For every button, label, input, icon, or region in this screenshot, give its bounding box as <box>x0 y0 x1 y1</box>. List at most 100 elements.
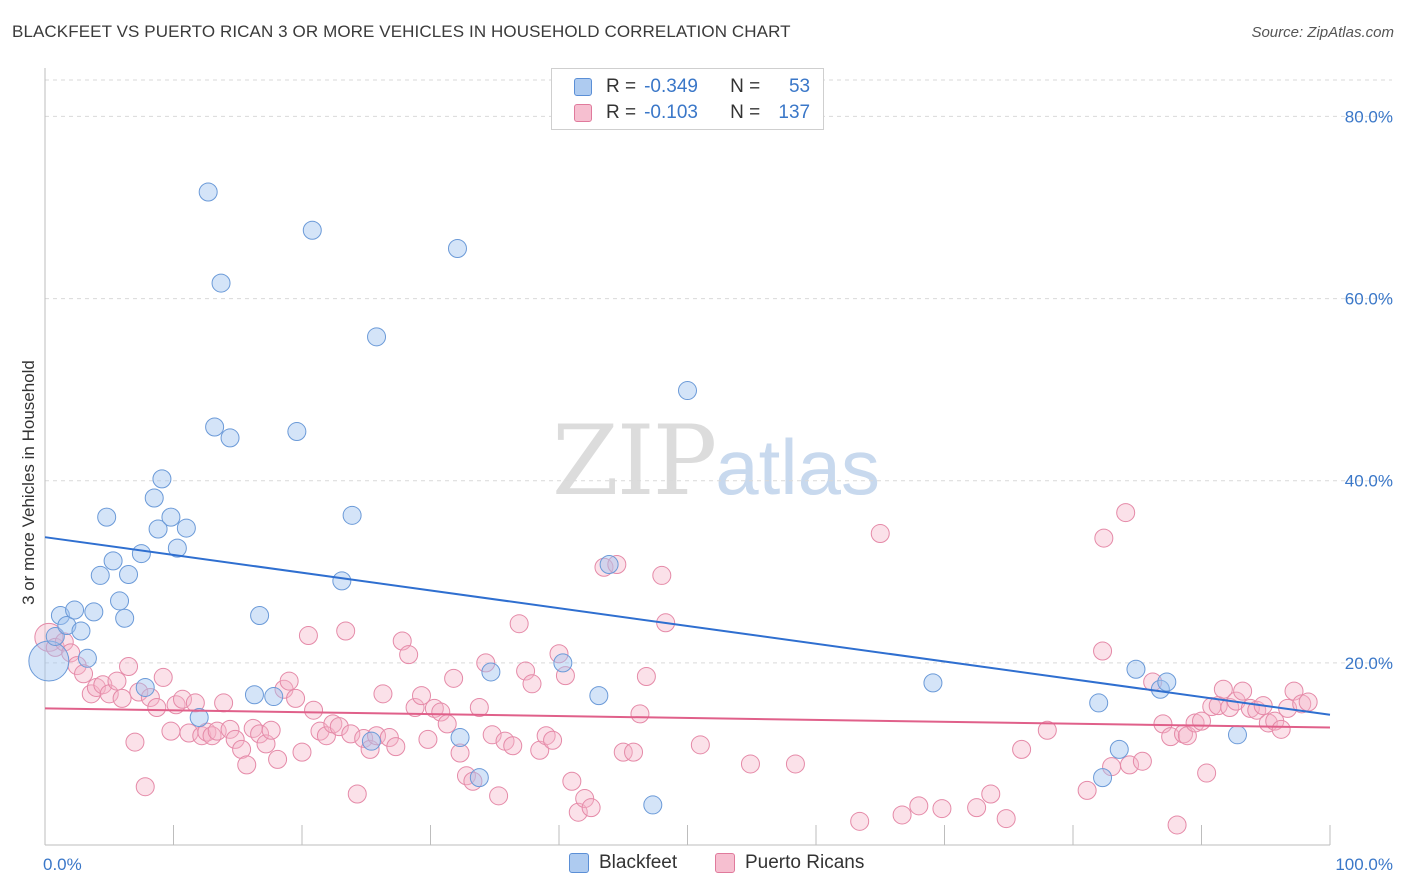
blackfeet-point <box>161 507 181 527</box>
blackfeet-point <box>1227 725 1247 745</box>
puerto-ricans-point <box>119 657 139 676</box>
blackfeet-point <box>119 565 139 585</box>
puerto-ricans-point <box>232 739 252 759</box>
x-tick-label: 100.0% <box>1335 855 1393 874</box>
blackfeet-point <box>50 606 70 625</box>
puerto-ricans-trend-line <box>44 707 1331 729</box>
legend-item-blackfeet[interactable]: Blackfeet <box>569 852 677 874</box>
puerto-ricans-point <box>250 724 270 744</box>
blackfeet-point <box>450 728 470 748</box>
legend-r-value: -0.103 <box>644 102 698 123</box>
puerto-ricans-point <box>1213 679 1233 699</box>
legend-r-label: R = <box>606 76 637 97</box>
axes <box>44 68 1331 846</box>
y-tick-label: 20.0% <box>1345 654 1393 673</box>
puerto-ricans-swatch <box>574 104 592 122</box>
chart-title: BLACKFEET VS PUERTO RICAN 3 OR MORE VEHI… <box>12 22 791 41</box>
blackfeet-point <box>1126 659 1146 679</box>
puerto-ricans-point <box>172 689 192 709</box>
puerto-ricans-point <box>316 726 336 746</box>
puerto-ricans-point <box>981 784 1001 804</box>
blackfeet-point <box>135 677 155 697</box>
puerto-ricans-point <box>437 714 457 734</box>
puerto-ricans-point <box>1185 713 1205 733</box>
blackfeet-point <box>205 417 225 437</box>
blackfeet-point <box>367 327 387 347</box>
puerto-ricans-point <box>135 777 155 797</box>
blackfeet-point <box>287 422 307 442</box>
puerto-ricans-point <box>197 722 217 742</box>
puerto-ricans-point <box>286 688 306 708</box>
puerto-ricans-point <box>785 754 805 774</box>
puerto-ricans-point <box>107 671 127 691</box>
puerto-ricans-point <box>543 730 563 750</box>
blackfeet-point <box>361 731 381 751</box>
blackfeet-swatch <box>574 78 592 96</box>
blackfeet-point <box>131 544 151 564</box>
puerto-ricans-point <box>932 799 952 819</box>
blackfeet-point <box>447 238 467 258</box>
puerto-ricans-point <box>607 555 627 574</box>
puerto-ricans-point <box>225 729 245 749</box>
blackfeet-point <box>189 708 209 727</box>
puerto-ricans-point <box>624 742 644 762</box>
puerto-ricans-point <box>147 697 167 717</box>
puerto-ricans-point <box>555 666 575 686</box>
blackfeet-point <box>152 469 172 489</box>
legend-r-value: -0.349 <box>644 76 698 97</box>
puerto-ricans-point <box>347 784 367 804</box>
puerto-ricans-point <box>214 693 234 713</box>
legend-r-label: R = <box>606 102 637 123</box>
grid-lines <box>45 79 1392 664</box>
puerto-ricans-point <box>740 754 760 774</box>
blackfeet-point <box>71 621 91 641</box>
legend-n-label: N = <box>730 102 761 123</box>
puerto-ricans-point <box>516 661 536 681</box>
blackfeet-point <box>1157 672 1177 692</box>
blackfeet-point <box>553 653 573 673</box>
puerto-ricans-point <box>1132 751 1152 771</box>
blackfeet-point <box>90 565 110 585</box>
blackfeet-point <box>244 685 264 705</box>
blackfeet-point <box>469 768 489 788</box>
blackfeet-point <box>643 795 663 815</box>
puerto-ricans-point <box>522 674 542 694</box>
legend-label: Puerto Ricans <box>745 852 865 873</box>
puerto-ricans-point <box>1077 780 1097 800</box>
puerto-ricans-point <box>652 565 672 585</box>
blackfeet-point <box>1109 739 1129 759</box>
blackfeet-point <box>198 182 218 202</box>
puerto-ricans-point <box>399 645 419 665</box>
blackfeet-point <box>599 555 619 574</box>
puerto-ricans-point <box>581 798 601 818</box>
legend-item-puerto-ricans[interactable]: Puerto Ricans <box>715 852 864 874</box>
puerto-ricans-points <box>34 503 1318 835</box>
puerto-ricans-point <box>613 742 633 762</box>
blackfeet-point <box>77 648 97 668</box>
blackfeet-point <box>220 428 240 448</box>
puerto-ricans-point <box>192 726 212 746</box>
puerto-ricans-point <box>341 724 361 744</box>
puerto-ricans-point <box>424 698 444 718</box>
puerto-ricans-point <box>509 614 529 634</box>
puerto-ricans-point <box>125 732 145 752</box>
puerto-ricans-point <box>450 743 470 763</box>
y-tick-label: 40.0% <box>1345 472 1393 491</box>
blackfeet-point <box>57 616 77 636</box>
puerto-ricans-point <box>870 524 890 544</box>
x-tick-label: 0.0% <box>43 855 82 874</box>
blackfeet-points <box>28 182 1247 815</box>
puerto-ricans-point <box>1298 692 1318 712</box>
blackfeet-point <box>1089 693 1109 713</box>
puerto-ricans-point <box>549 644 569 664</box>
legend-row-puerto-ricans: R = -0.103 N = 137 <box>574 101 810 125</box>
puerto-ricans-point <box>1120 755 1140 775</box>
correlation-legend: R = -0.349 N = 53 R = -0.103 N = 137 <box>551 68 824 130</box>
blackfeet-point <box>211 273 231 293</box>
legend-n-value: 137 <box>778 102 811 123</box>
blackfeet-point <box>342 505 362 525</box>
puerto-ricans-point <box>463 771 483 791</box>
puerto-ricans-point <box>386 737 406 757</box>
puerto-ricans-point <box>304 700 324 720</box>
blackfeet-point <box>1093 768 1113 788</box>
